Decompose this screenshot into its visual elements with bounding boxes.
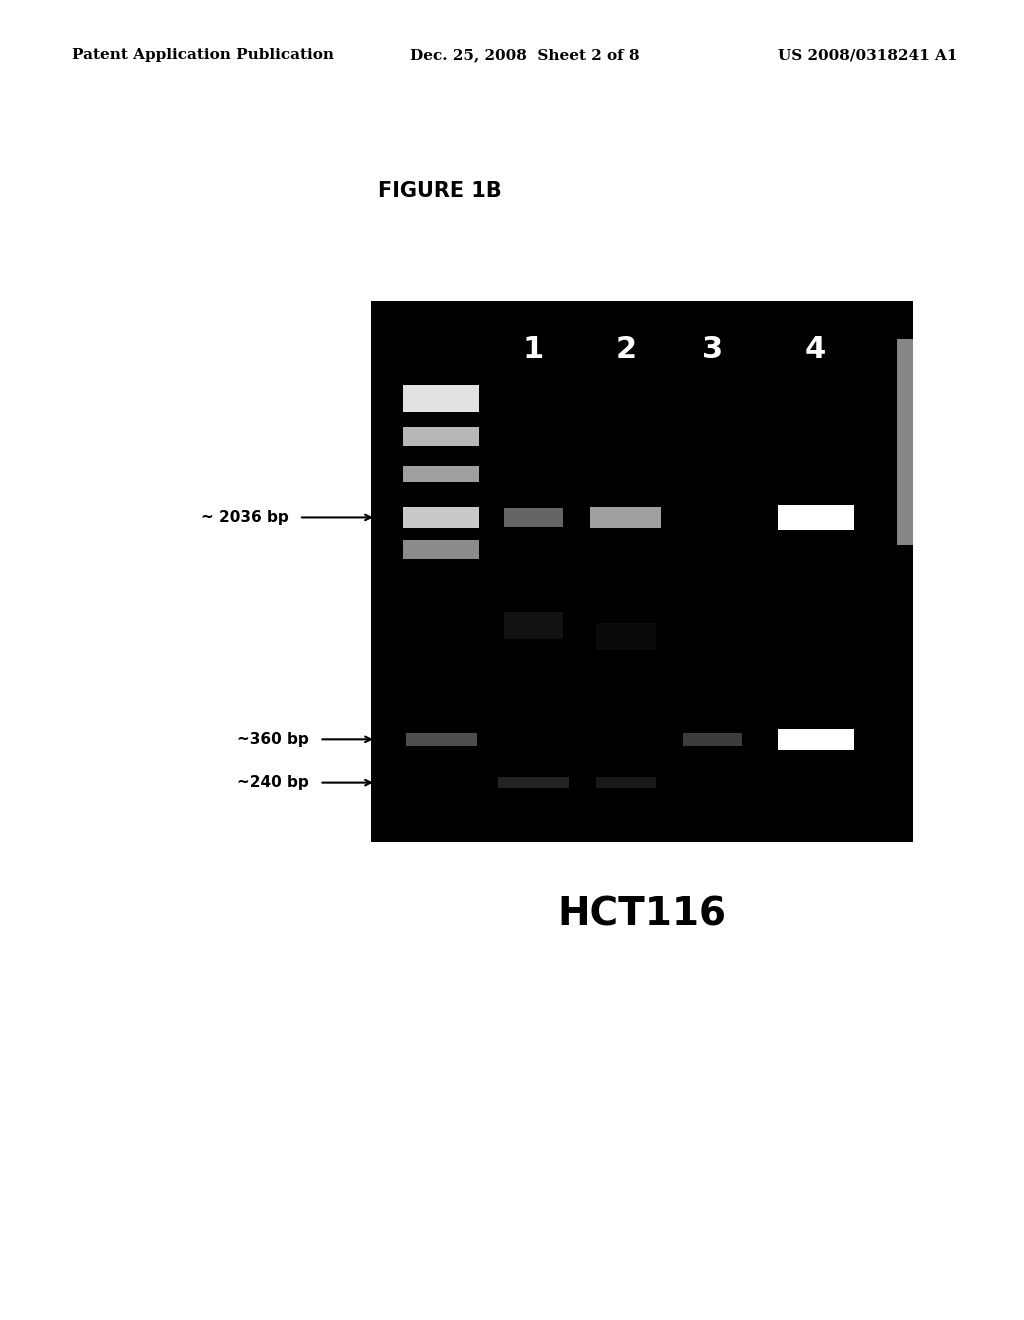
Bar (778, 506, 854, 529)
Text: 1: 1 (523, 335, 544, 364)
Bar (596, 777, 655, 788)
Bar (403, 426, 479, 446)
Bar (778, 729, 854, 750)
Bar (596, 623, 655, 649)
Text: 3: 3 (702, 335, 723, 364)
Text: 4: 4 (805, 335, 826, 364)
Text: US 2008/0318241 A1: US 2008/0318241 A1 (778, 49, 957, 62)
Text: ~ 2036 bp: ~ 2036 bp (201, 510, 289, 525)
Bar (683, 733, 742, 746)
Text: HCT116: HCT116 (557, 896, 727, 933)
Text: Patent Application Publication: Patent Application Publication (72, 49, 334, 62)
Bar (403, 540, 479, 560)
Text: 2: 2 (615, 335, 636, 364)
Bar (504, 612, 563, 639)
Bar (403, 385, 479, 412)
Text: ~360 bp: ~360 bp (238, 731, 309, 747)
Text: Dec. 25, 2008  Sheet 2 of 8: Dec. 25, 2008 Sheet 2 of 8 (410, 49, 639, 62)
Text: FIGURE 1B: FIGURE 1B (379, 181, 502, 202)
Bar (499, 777, 568, 788)
Bar (406, 733, 476, 746)
Bar (504, 508, 563, 527)
Bar (897, 339, 913, 544)
Bar (371, 301, 913, 842)
Text: ~240 bp: ~240 bp (238, 775, 309, 791)
Bar (403, 507, 479, 528)
Bar (591, 507, 662, 528)
Bar (403, 466, 479, 482)
